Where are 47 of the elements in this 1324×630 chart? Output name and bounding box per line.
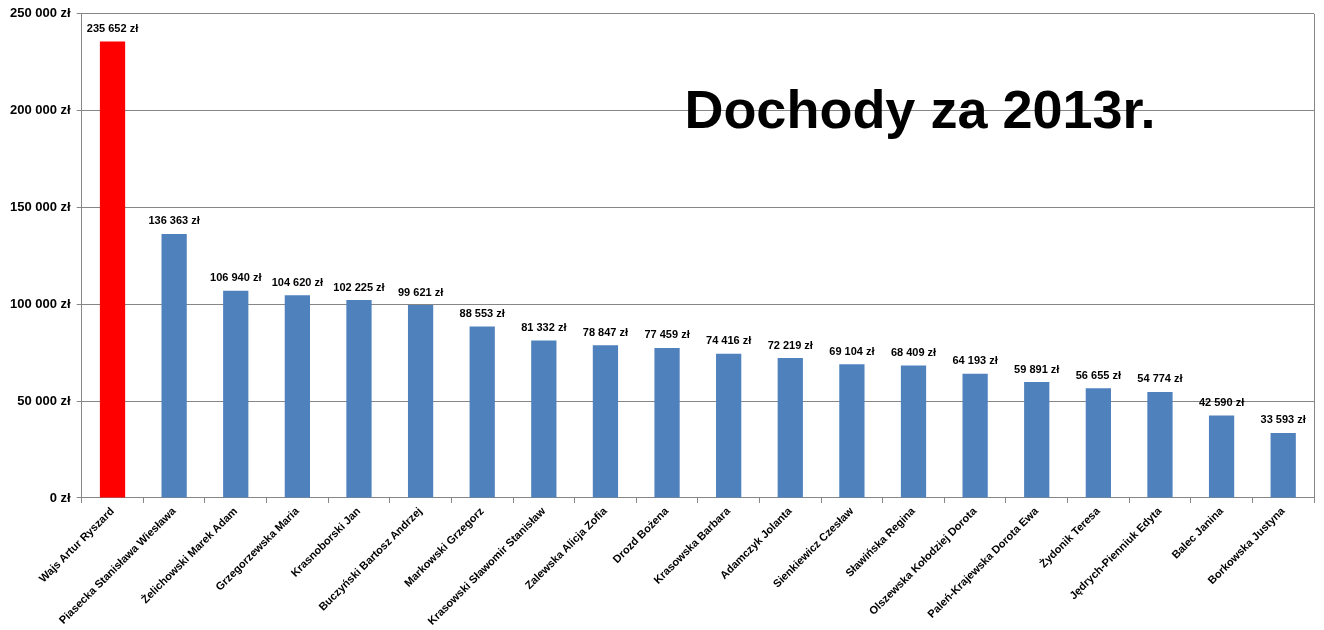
data-label: 102 225 zł — [333, 280, 385, 293]
bar — [1208, 415, 1235, 498]
y-tick-label: 50 000 zł — [17, 392, 72, 408]
bar — [99, 41, 126, 498]
data-label: 72 219 zł — [767, 338, 813, 351]
bar — [1085, 388, 1111, 498]
bar — [716, 353, 742, 498]
data-label: 74 416 zł — [706, 334, 752, 347]
bar — [531, 340, 557, 498]
bar — [284, 295, 310, 498]
bar — [962, 373, 988, 498]
y-tick-label: 150 000 zł — [10, 199, 72, 215]
bar — [161, 233, 187, 498]
bar — [346, 300, 372, 498]
data-label: 69 104 zł — [829, 344, 875, 357]
data-label: 33 593 zł — [1260, 413, 1306, 426]
data-label: 68 409 zł — [890, 346, 937, 359]
data-label: 64 193 zł — [952, 354, 998, 367]
bar — [223, 290, 249, 498]
data-label: 235 652 zł — [86, 22, 139, 35]
bar — [900, 365, 927, 498]
y-tick-label: 100 000 zł — [10, 295, 72, 311]
data-label: 77 459 zł — [644, 328, 690, 341]
data-label: 56 655 zł — [1075, 368, 1121, 381]
data-label: 54 774 zł — [1137, 372, 1183, 385]
bar — [407, 305, 434, 498]
data-label: 42 590 zł — [1198, 396, 1245, 409]
bar — [839, 364, 865, 498]
data-label: 106 940 zł — [210, 271, 262, 284]
data-label: 136 363 zł — [148, 214, 200, 227]
data-label: 104 620 zł — [271, 275, 324, 288]
bar — [1147, 391, 1173, 498]
y-tick-label: 200 000 zł — [10, 102, 72, 118]
bar — [777, 358, 803, 498]
data-label: 99 621 zł — [397, 285, 444, 298]
y-tick-label: 250 000 zł — [10, 5, 72, 21]
bar — [654, 347, 680, 498]
bar — [1024, 381, 1050, 498]
bar — [1270, 432, 1296, 498]
data-label: 59 891 zł — [1014, 362, 1060, 375]
data-label: 81 332 zł — [521, 320, 567, 333]
text: Dochody za 2013r. — [683, 78, 1157, 141]
y-tick-label: 0 zł — [49, 489, 72, 505]
data-label: 88 553 zł — [459, 307, 505, 320]
data-label: 78 847 zł — [582, 325, 629, 338]
bar — [592, 345, 619, 498]
bar — [469, 326, 495, 498]
